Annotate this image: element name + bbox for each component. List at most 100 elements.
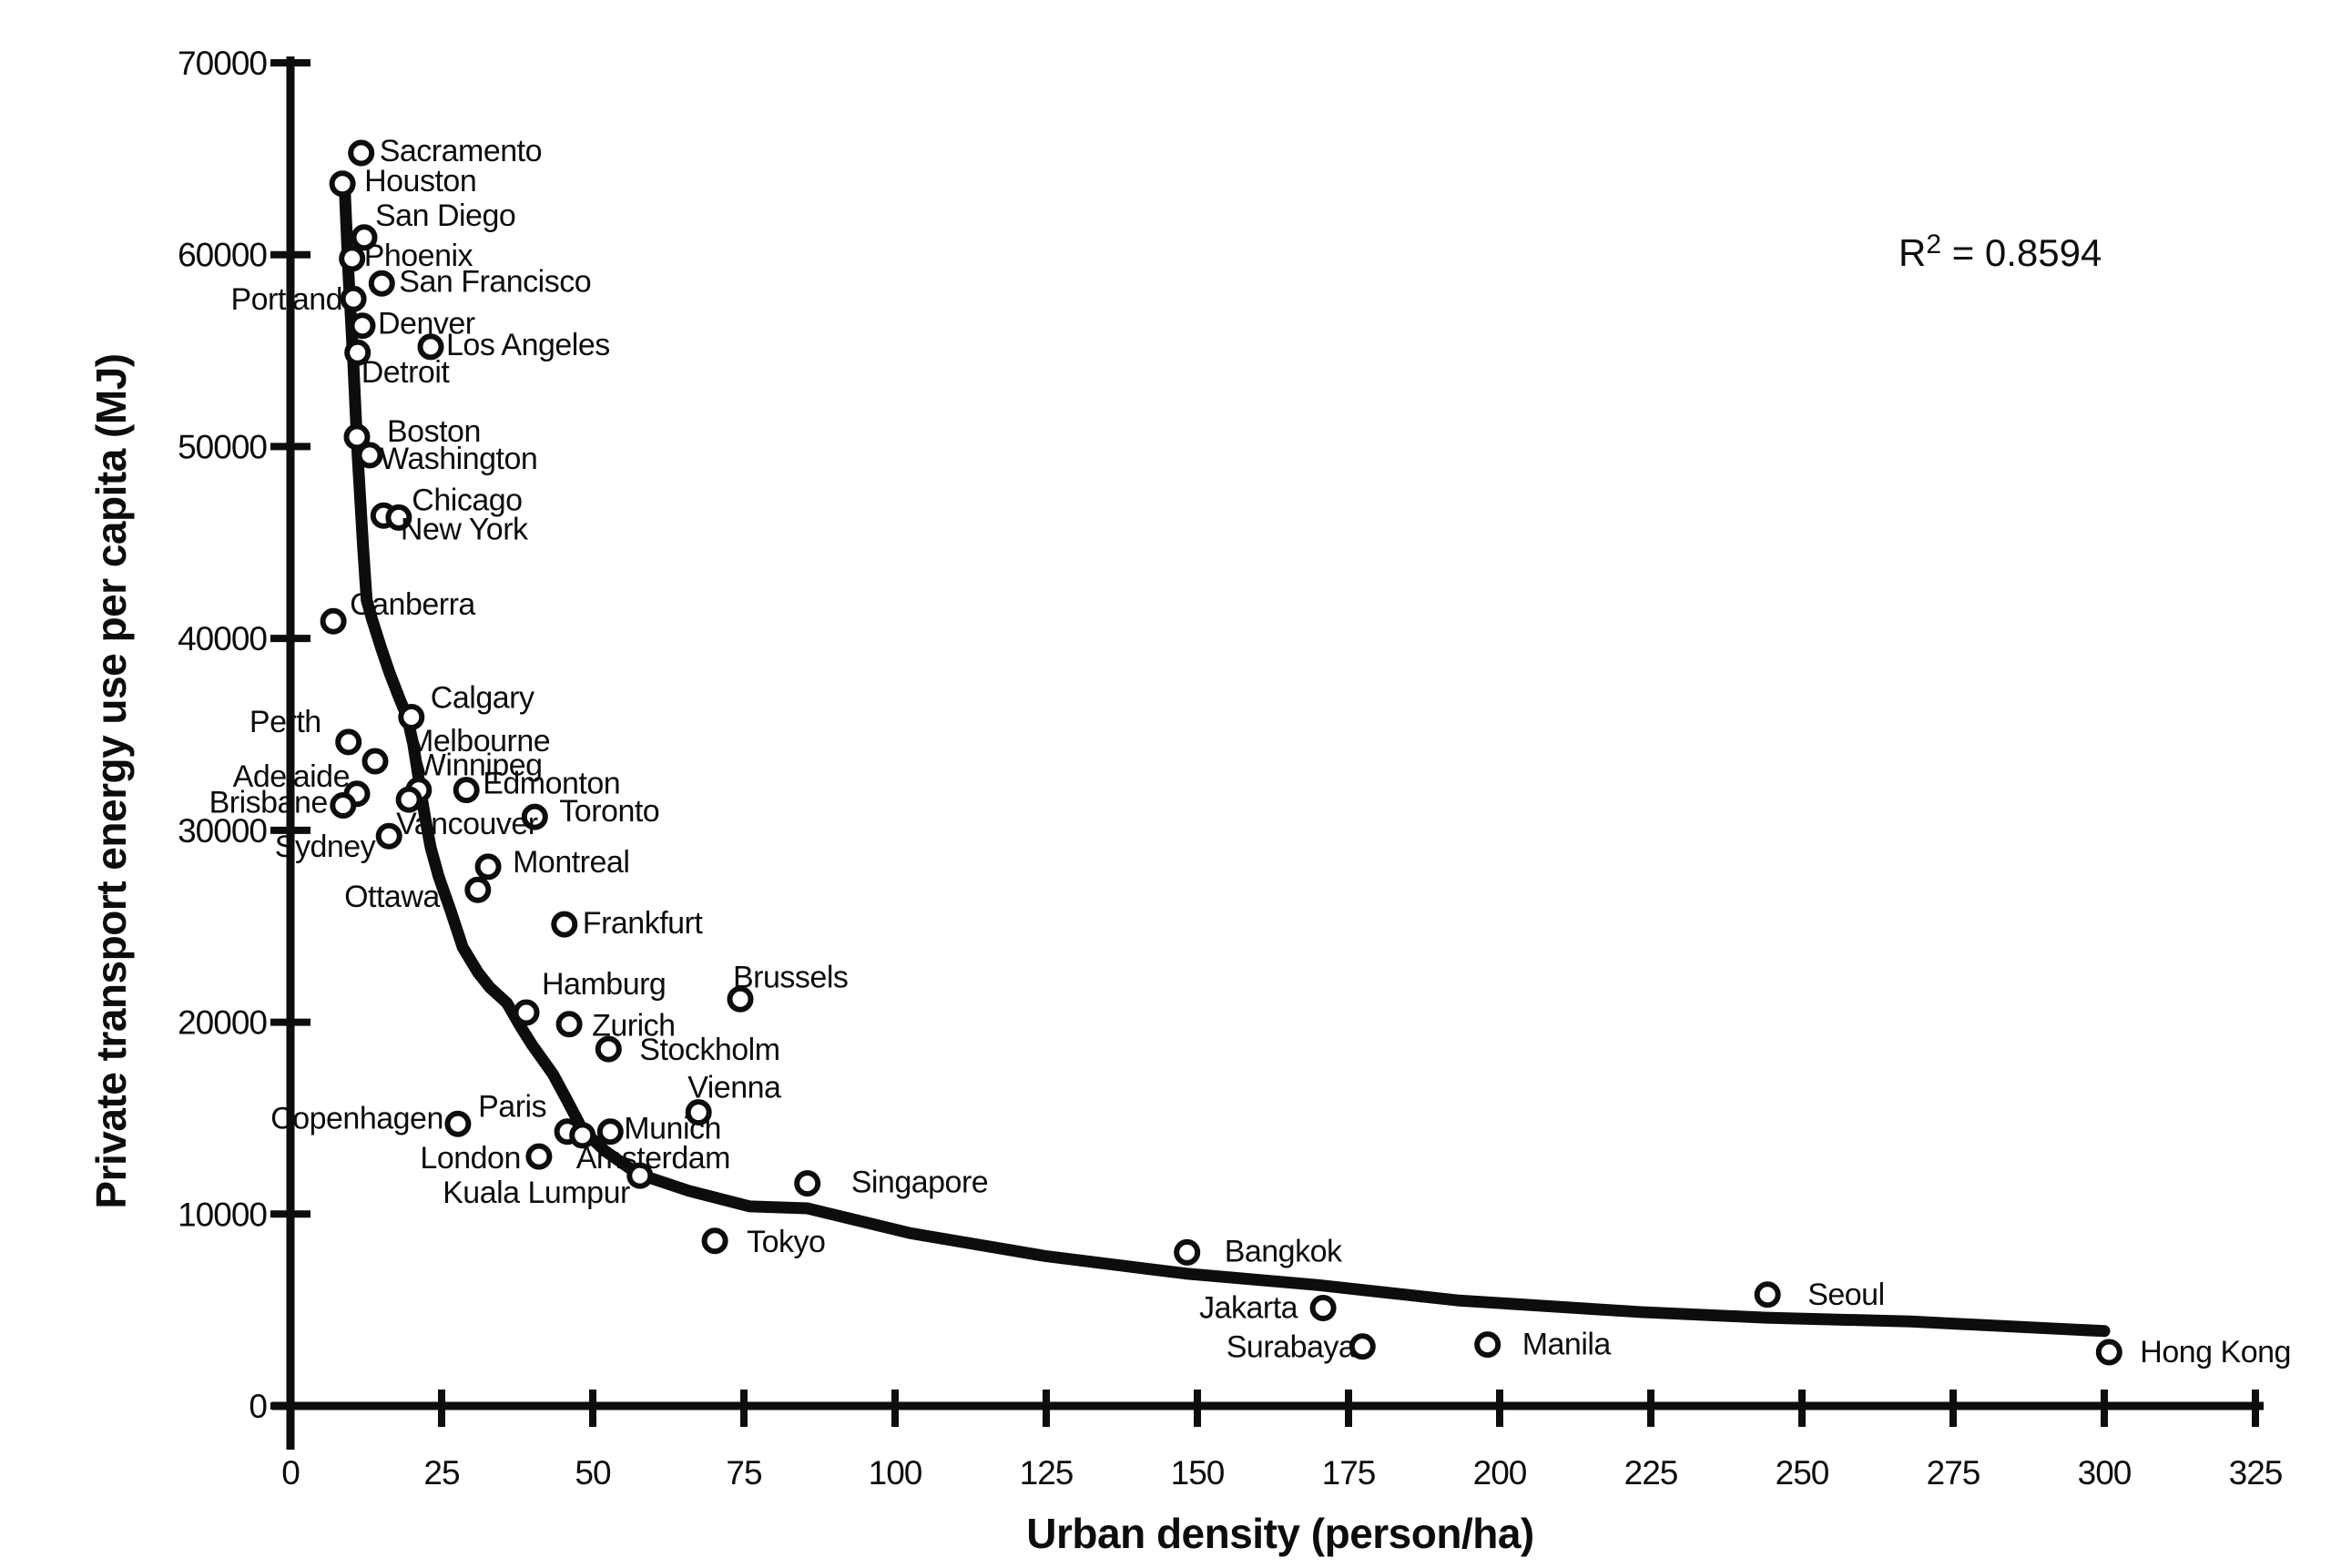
data-point-vienna — [685, 1099, 712, 1126]
data-point-brisbane — [330, 792, 357, 819]
data-point-new-york — [385, 504, 412, 531]
data-point-denver — [349, 312, 376, 340]
data-point-zurich — [555, 1011, 583, 1038]
x-tick-label-75: 75 — [726, 1454, 762, 1492]
y-axis-title: Private transport energy use per capita … — [87, 353, 135, 1208]
data-point-calgary — [398, 704, 425, 730]
city-label-frankfurt: Frankfurt — [583, 906, 704, 941]
city-label-new-york: New York — [401, 512, 529, 546]
data-point-sydney — [375, 822, 402, 850]
x-tick-label-100: 100 — [869, 1454, 922, 1492]
y-tick-label-20000: 20000 — [178, 1004, 267, 1042]
city-label-denver: Denver — [378, 307, 475, 341]
city-label-montreal: Montreal — [513, 845, 629, 880]
y-tick-label-30000: 30000 — [178, 812, 267, 850]
x-tick-label-300: 300 — [2078, 1454, 2132, 1492]
city-label-detroit: Detroit — [361, 355, 451, 390]
city-label-copenhagen: Copenhagen — [270, 1101, 443, 1135]
data-point-canberra — [320, 607, 347, 635]
city-label-surabaya: Surabaya — [1227, 1330, 1356, 1365]
city-label-sydney: Sydney — [275, 830, 376, 864]
data-point-toronto — [521, 803, 548, 830]
trend-curve — [338, 171, 2111, 1338]
city-label-hamburg: Hamburg — [542, 967, 666, 1002]
city-label-ottawa: Ottawa — [344, 880, 440, 914]
data-point-san-diego — [351, 224, 378, 251]
city-label-amsterdam: Amsterdam — [576, 1141, 730, 1176]
x-tick-label-50: 50 — [575, 1454, 611, 1492]
data-point-stockholm — [595, 1035, 622, 1063]
x-tick-label-225: 225 — [1624, 1454, 1678, 1492]
data-point-portland — [340, 285, 367, 312]
data-point-melbourne — [361, 748, 389, 775]
data-point-seoul — [1754, 1281, 1781, 1308]
city-label-canberra: Canberra — [350, 587, 475, 622]
data-point-vancouver — [395, 786, 422, 813]
city-label-tokyo: Tokyo — [747, 1225, 825, 1259]
data-point-ottawa — [464, 876, 492, 903]
x-tick-label-25: 25 — [423, 1454, 460, 1492]
data-point-brussels — [727, 985, 754, 1013]
y-tick-label-40000: 40000 — [178, 620, 267, 657]
city-label-brussels: Brussels — [733, 960, 848, 994]
data-point-sacramento — [348, 139, 375, 167]
data-point-perth — [335, 728, 362, 756]
y-tick-label-0: 0 — [249, 1388, 267, 1425]
city-label-jakarta: Jakarta — [1199, 1291, 1298, 1326]
data-point-frankfurt — [551, 911, 578, 938]
city-label-zurich: Zurich — [592, 1009, 675, 1044]
city-label-boston: Boston — [387, 414, 481, 449]
city-label-manila: Manila — [1522, 1328, 1612, 1362]
city-label-calgary: Calgary — [431, 681, 534, 716]
data-point-montreal — [474, 853, 502, 881]
city-label-sacramento: Sacramento — [380, 134, 542, 168]
city-label-vancouver: Vancouver — [396, 807, 538, 841]
data-point-washington — [356, 442, 383, 469]
city-label-toronto: Toronto — [559, 794, 659, 829]
city-label-seoul: Seoul — [1807, 1278, 1884, 1312]
data-point-copenhagen — [444, 1110, 472, 1137]
city-label-paris: Paris — [478, 1090, 546, 1125]
city-label-london: London — [420, 1141, 520, 1176]
city-label-melbourne: Melbourne — [408, 724, 550, 759]
data-point-jakarta — [1309, 1295, 1337, 1321]
city-label-houston: Houston — [364, 164, 476, 199]
data-point-los-angeles — [417, 333, 444, 361]
data-point-singapore — [794, 1170, 821, 1197]
y-tick-label-50000: 50000 — [178, 428, 267, 465]
city-label-los-angeles: Los Angeles — [446, 328, 610, 362]
data-point-bangkok — [1174, 1238, 1201, 1266]
y-tick-label-70000: 70000 — [178, 45, 267, 82]
data-point-houston — [329, 170, 356, 198]
city-label-washington: Washington — [380, 442, 537, 476]
x-tick-label-275: 275 — [1927, 1454, 1980, 1492]
x-axis-title: Urban density (person/ha) — [1026, 1510, 1533, 1557]
y-tick-label-60000: 60000 — [178, 237, 267, 274]
data-point-detroit — [344, 339, 372, 366]
x-tick-label-175: 175 — [1322, 1454, 1376, 1492]
x-tick-label-325: 325 — [2229, 1454, 2283, 1492]
city-label-edmonton: Edmonton — [483, 767, 620, 801]
x-tick-label-150: 150 — [1171, 1454, 1225, 1492]
city-label-san-francisco: San Francisco — [399, 264, 591, 299]
x-tick-label-0: 0 — [281, 1454, 300, 1492]
data-point-manila — [1474, 1331, 1501, 1359]
x-tick-label-200: 200 — [1473, 1454, 1527, 1492]
city-label-munich: Munich — [624, 1112, 721, 1146]
data-point-boston — [343, 423, 371, 451]
city-label-winnipeg: Winnipeg — [417, 748, 543, 783]
city-label-stockholm: Stockholm — [639, 1033, 779, 1067]
city-label-hong-kong: Hong Kong — [2140, 1335, 2291, 1369]
city-label-chicago: Chicago — [412, 483, 522, 517]
city-label-san-diego: San Diego — [375, 199, 515, 233]
city-label-vienna: Vienna — [687, 1071, 781, 1105]
x-tick-label-250: 250 — [1776, 1454, 1829, 1492]
data-point-munich — [596, 1118, 624, 1145]
city-label-phoenix: Phoenix — [364, 239, 473, 273]
data-point-tokyo — [701, 1227, 728, 1255]
data-point-kuala-lumpur — [626, 1162, 654, 1189]
y-tick-label-10000: 10000 — [178, 1196, 267, 1233]
data-point-hong-kong — [2095, 1339, 2122, 1366]
city-label-perth: Perth — [249, 705, 321, 739]
